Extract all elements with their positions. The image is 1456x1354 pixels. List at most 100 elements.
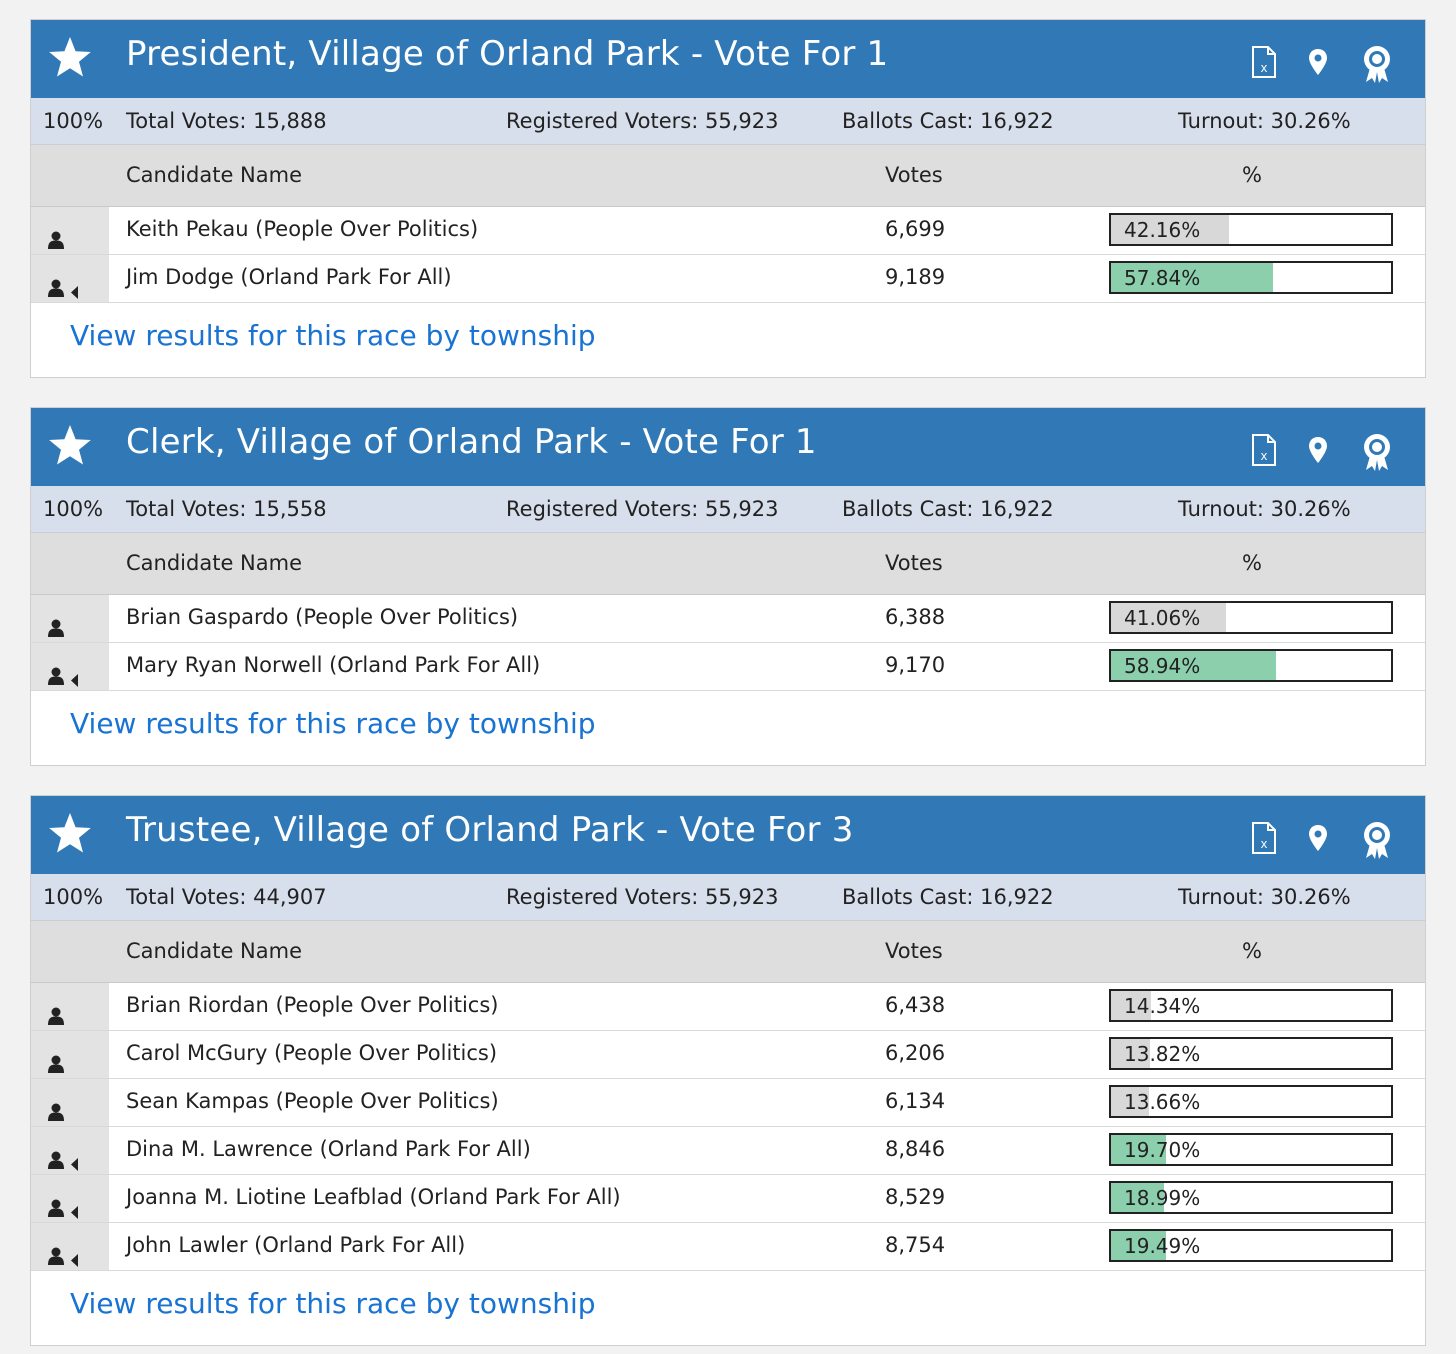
column-percent: % xyxy=(1242,551,1262,575)
person-icon xyxy=(48,1140,64,1169)
candidate-votes: 6,388 xyxy=(885,605,946,629)
race-stats-bar: 100% Total Votes: 15,558 Registered Vote… xyxy=(31,486,1425,533)
candidate-row: Jim Dodge (Orland Park For All) 9,189 57… xyxy=(31,255,1425,303)
svg-text:x: x xyxy=(1261,448,1268,463)
star-icon[interactable] xyxy=(47,810,93,856)
vote-percent-fill xyxy=(1111,1087,1150,1116)
column-header-row: Candidate Name Votes % xyxy=(31,921,1425,983)
vote-percent-bar: 19.49% xyxy=(1109,1229,1393,1262)
vote-percent-bar: 41.06% xyxy=(1109,601,1393,634)
total-votes: Total Votes: 44,907 xyxy=(126,885,327,909)
excel-file-icon[interactable]: x xyxy=(1251,822,1277,854)
column-candidate-name: Candidate Name xyxy=(126,939,302,963)
township-link-row: View results for this race by township xyxy=(31,303,1425,377)
candidate-name: Keith Pekau (People Over Politics) xyxy=(126,217,479,241)
person-icon xyxy=(48,996,64,1025)
vote-percent-bar: 18.99% xyxy=(1109,1181,1393,1214)
candidate-votes: 6,134 xyxy=(885,1089,946,1113)
candidate-icon-cell xyxy=(31,595,109,642)
svg-text:x: x xyxy=(1261,836,1268,851)
candidate-icon-cell xyxy=(31,643,109,690)
column-header-row: Candidate Name Votes % xyxy=(31,145,1425,207)
candidate-row: Sean Kampas (People Over Politics) 6,134… xyxy=(31,1079,1425,1127)
candidate-row: Dina M. Lawrence (Orland Park For All) 8… xyxy=(31,1127,1425,1175)
candidate-icon-cell xyxy=(31,1079,109,1126)
view-by-township-link[interactable]: View results for this race by township xyxy=(70,1287,596,1320)
township-link-row: View results for this race by township xyxy=(31,1271,1425,1345)
caret-left-icon xyxy=(71,1238,78,1267)
registered-voters: Registered Voters: 55,923 xyxy=(506,497,779,521)
award-ribbon-icon[interactable] xyxy=(1361,432,1393,472)
person-icon xyxy=(48,1092,64,1121)
candidate-icon-cell xyxy=(31,1031,109,1078)
person-icon xyxy=(48,220,64,249)
award-ribbon-icon[interactable] xyxy=(1361,820,1393,860)
township-link-row: View results for this race by township xyxy=(31,691,1425,765)
candidate-votes: 6,699 xyxy=(885,217,946,241)
star-icon[interactable] xyxy=(47,422,93,468)
candidate-votes: 6,438 xyxy=(885,993,946,1017)
award-ribbon-icon[interactable] xyxy=(1361,44,1393,84)
candidate-icon-cell xyxy=(31,1223,109,1270)
caret-left-icon xyxy=(71,1190,78,1219)
candidate-row: John Lawler (Orland Park For All) 8,754 … xyxy=(31,1223,1425,1271)
precincts-reporting: 100% xyxy=(43,885,104,909)
race-title: President, Village of Orland Park - Vote… xyxy=(126,34,889,74)
candidate-votes: 8,846 xyxy=(885,1137,946,1161)
vote-percent-label: 13.66% xyxy=(1124,1090,1201,1114)
race-panel: President, Village of Orland Park - Vote… xyxy=(30,19,1426,378)
vote-percent-bar: 13.82% xyxy=(1109,1037,1393,1070)
vote-percent-fill xyxy=(1111,651,1277,680)
candidate-name: Brian Gaspardo (People Over Politics) xyxy=(126,605,519,629)
vote-percent-bar: 19.70% xyxy=(1109,1133,1393,1166)
person-icon xyxy=(48,1188,64,1217)
column-votes: Votes xyxy=(885,551,943,575)
view-by-township-link[interactable]: View results for this race by township xyxy=(70,319,596,352)
person-icon xyxy=(48,268,64,297)
candidate-icon-cell xyxy=(31,255,109,302)
column-candidate-name: Candidate Name xyxy=(126,551,302,575)
race-header: Trustee, Village of Orland Park - Vote F… xyxy=(31,796,1425,874)
view-by-township-link[interactable]: View results for this race by township xyxy=(70,707,596,740)
vote-percent-fill xyxy=(1111,1135,1167,1164)
total-votes: Total Votes: 15,888 xyxy=(126,109,327,133)
excel-file-icon[interactable]: x xyxy=(1251,46,1277,78)
candidate-row: Carol McGury (People Over Politics) 6,20… xyxy=(31,1031,1425,1079)
candidate-votes: 8,754 xyxy=(885,1233,946,1257)
candidate-row: Brian Riordan (People Over Politics) 6,4… xyxy=(31,983,1425,1031)
person-icon xyxy=(48,1236,64,1265)
column-percent: % xyxy=(1242,163,1262,187)
caret-left-icon xyxy=(71,270,78,299)
vote-percent-label: 58.94% xyxy=(1124,654,1201,678)
race-title: Trustee, Village of Orland Park - Vote F… xyxy=(126,810,854,850)
vote-percent-label: 19.70% xyxy=(1124,1138,1201,1162)
caret-left-icon xyxy=(71,658,78,687)
candidate-row: Joanna M. Liotine Leafblad (Orland Park … xyxy=(31,1175,1425,1223)
vote-percent-bar: 57.84% xyxy=(1109,261,1393,294)
vote-percent-bar: 42.16% xyxy=(1109,213,1393,246)
candidate-name: Brian Riordan (People Over Politics) xyxy=(126,993,499,1017)
candidate-row: Keith Pekau (People Over Politics) 6,699… xyxy=(31,207,1425,255)
column-votes: Votes xyxy=(885,163,943,187)
race-stats-bar: 100% Total Votes: 15,888 Registered Vote… xyxy=(31,98,1425,145)
ballots-cast: Ballots Cast: 16,922 xyxy=(842,885,1054,909)
star-icon[interactable] xyxy=(47,34,93,80)
vote-percent-label: 14.34% xyxy=(1124,994,1201,1018)
map-pin-icon[interactable] xyxy=(1307,436,1329,464)
vote-percent-fill xyxy=(1111,1231,1166,1260)
vote-percent-label: 57.84% xyxy=(1124,266,1201,290)
vote-percent-fill xyxy=(1111,1183,1165,1212)
vote-percent-label: 18.99% xyxy=(1124,1186,1201,1210)
vote-percent-fill xyxy=(1111,263,1273,292)
candidate-name: Joanna M. Liotine Leafblad (Orland Park … xyxy=(126,1185,621,1209)
map-pin-icon[interactable] xyxy=(1307,824,1329,852)
precincts-reporting: 100% xyxy=(43,109,104,133)
ballots-cast: Ballots Cast: 16,922 xyxy=(842,497,1054,521)
person-icon xyxy=(48,656,64,685)
race-title: Clerk, Village of Orland Park - Vote For… xyxy=(126,422,817,462)
candidate-votes: 6,206 xyxy=(885,1041,946,1065)
turnout: Turnout: 30.26% xyxy=(1178,497,1351,521)
candidate-name: Dina M. Lawrence (Orland Park For All) xyxy=(126,1137,531,1161)
excel-file-icon[interactable]: x xyxy=(1251,434,1277,466)
map-pin-icon[interactable] xyxy=(1307,48,1329,76)
